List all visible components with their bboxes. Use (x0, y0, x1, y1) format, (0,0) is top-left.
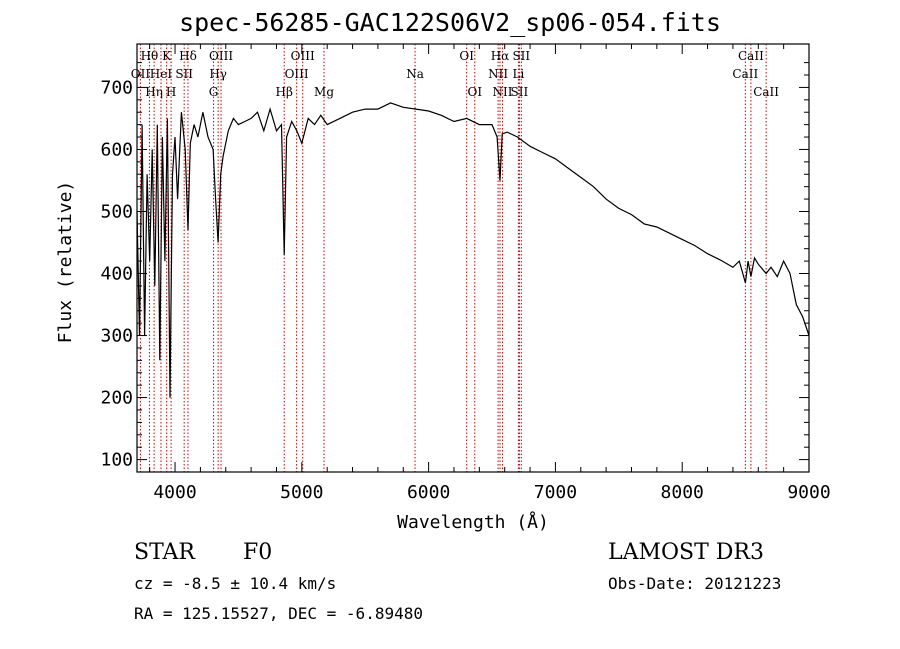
x-tick-label: 7000 (534, 482, 577, 503)
line-markers (139, 44, 767, 472)
line-marker-label: OI (459, 49, 474, 63)
line-marker-label: Hβ (276, 85, 293, 99)
observation-date: Obs-Date: 20121223 (608, 574, 782, 593)
line-marker-label: SII (512, 49, 530, 63)
line-marker-label: OII (131, 67, 151, 81)
line-marker-label: Hη (145, 85, 163, 99)
y-tick-label: 200 (100, 388, 133, 409)
x-tick-label: 5000 (280, 482, 323, 503)
line-marker-label: H (166, 85, 176, 99)
y-tick-label: 500 (100, 201, 133, 222)
line-marker-label: SII (175, 67, 193, 81)
object-class: STAR (134, 540, 195, 565)
x-tick-label: 9000 (787, 482, 830, 503)
y-tick-label: 600 (100, 139, 133, 160)
line-marker-label: Hδ (179, 49, 197, 63)
line-marker-label: Na (406, 67, 424, 81)
y-tick-label: 300 (100, 326, 133, 347)
y-tick-label: 100 (100, 450, 133, 471)
line-marker-label: HeI (150, 67, 173, 81)
x-tick-label: 6000 (407, 482, 450, 503)
x-tick-label: 4000 (153, 482, 196, 503)
line-marker-label: SII (511, 85, 529, 99)
line-marker-label: CaII (738, 49, 764, 63)
line-marker-label: OIII (209, 49, 233, 63)
coordinates: RA = 125.15527, DEC = -6.89480 (134, 604, 423, 623)
y-tick-label: 700 (100, 77, 133, 98)
x-axis-label: Wavelength (Å) (397, 511, 549, 533)
line-marker-label: Mg (314, 85, 334, 99)
x-axis: 4000 5000 6000 7000 8000 9000 (149, 44, 831, 503)
object-subclass: F0 (243, 540, 273, 565)
line-marker-label: G (209, 85, 219, 99)
line-marker-label: NII (493, 85, 513, 99)
line-marker-label: OI (467, 85, 482, 99)
spectrum-line (136, 102, 810, 398)
x-tick-label: 8000 (661, 482, 704, 503)
redshift-velocity: cz = -8.5 ± 10.4 km/s (134, 574, 337, 593)
line-marker-label: CaII (753, 85, 779, 99)
line-marker-label: K (162, 49, 172, 63)
y-axis-label: Flux (relative) (55, 181, 76, 344)
line-marker-label: Hθ (141, 49, 159, 63)
plot-frame (136, 43, 810, 473)
chart-title: spec-56285-GAC122S06V2_sp06-054.fits (179, 8, 721, 37)
line-marker-label: OIII (285, 67, 309, 81)
line-marker-labels: Hθ Hη OII HeI K H SII Hδ OIII Hγ G Hβ OIII OIII Mg Na OI… (131, 49, 780, 99)
line-marker-label: CaII (732, 67, 758, 81)
y-axis: 100 200 300 400 500 600 700 (100, 62, 809, 471)
line-marker-label: Li (512, 67, 524, 81)
line-marker-label: NII (488, 67, 508, 81)
line-marker-label: Hα (491, 49, 510, 63)
survey-name: LAMOST DR3 (608, 540, 764, 565)
y-tick-label: 400 (100, 264, 133, 285)
line-marker-label: OIII (291, 49, 315, 63)
line-marker-label: Hγ (209, 67, 227, 81)
